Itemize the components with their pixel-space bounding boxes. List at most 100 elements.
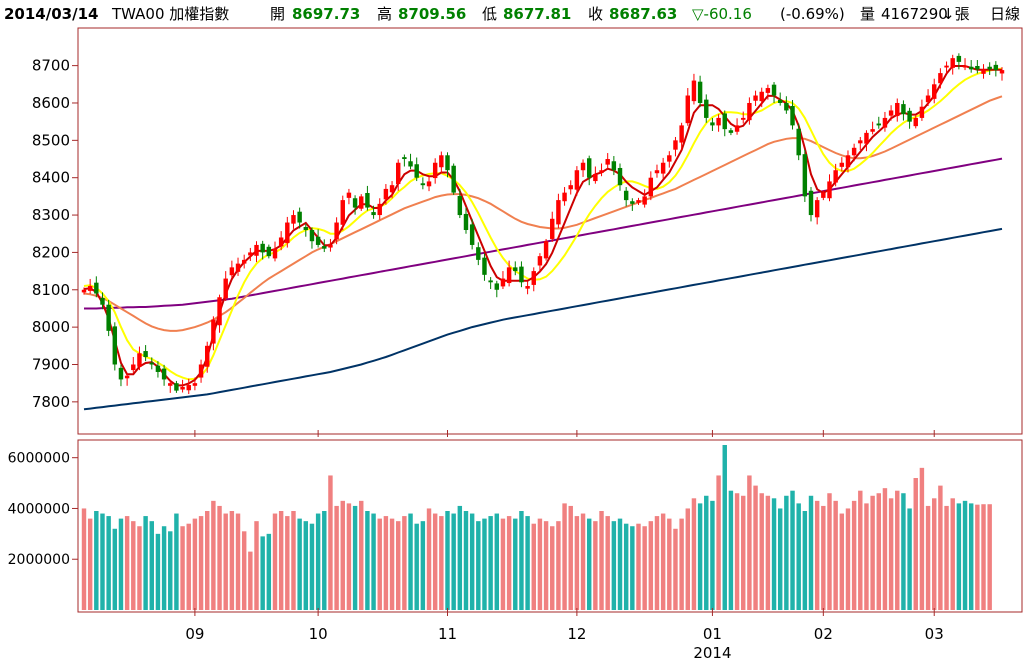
candle-body: [580, 162, 586, 171]
candle-body: [531, 271, 536, 285]
volume-bar: [377, 518, 382, 610]
year-label: 2014: [693, 644, 731, 662]
volume-bar: [962, 500, 968, 610]
month-label: 09: [185, 625, 204, 643]
volume-bar: [821, 505, 826, 610]
candle-body: [765, 88, 771, 93]
volume-bar: [371, 513, 376, 610]
candle-body: [463, 213, 469, 230]
volume-bar: [728, 490, 734, 610]
candle-body: [845, 155, 851, 168]
candle-body: [999, 70, 1005, 74]
candle-body: [322, 246, 327, 249]
candle-body: [944, 65, 949, 68]
volume-tick-label: 4000000: [8, 501, 70, 517]
candle-body: [556, 200, 561, 225]
candle-body: [352, 198, 358, 208]
candle-body: [858, 140, 863, 144]
volume-bar: [235, 513, 241, 610]
candle-body: [340, 200, 345, 225]
candle-body: [420, 183, 426, 186]
candle-body: [747, 102, 752, 121]
candle-body: [525, 286, 530, 289]
volume-bar: [919, 467, 925, 610]
candle-body: [87, 286, 93, 291]
candle-body: [445, 155, 450, 171]
volume-bar: [710, 500, 715, 610]
candlesticks: [81, 53, 1005, 395]
candle-body: [685, 95, 691, 124]
volume-bar: [506, 516, 512, 610]
volume-label: 量: [860, 5, 876, 23]
price-tick-label: 7900: [32, 355, 70, 373]
volume-bar: [697, 503, 703, 610]
candle-body: [741, 117, 746, 120]
volume-bar: [346, 503, 352, 610]
candle-body: [968, 66, 974, 70]
candle-body: [500, 278, 506, 287]
candle-body: [229, 267, 235, 276]
period-label: 日線: [990, 5, 1021, 23]
volume-bar: [586, 518, 592, 610]
volume-bar: [956, 503, 962, 610]
candle-body: [100, 297, 105, 305]
candle-body: [248, 252, 253, 256]
volume-bar: [938, 485, 943, 610]
candle-body: [679, 125, 684, 143]
volume-bar: [260, 536, 265, 610]
volume-bar: [562, 503, 567, 610]
month-label: 11: [438, 625, 457, 643]
candle-body: [574, 170, 580, 190]
volume-bar: [876, 493, 881, 610]
candle-body: [950, 58, 955, 68]
volume-bar: [950, 498, 955, 610]
candle-body: [814, 200, 820, 218]
volume-bar: [149, 521, 154, 610]
candle-body: [395, 162, 401, 185]
volume-bar: [568, 505, 573, 610]
volume-bar: [519, 511, 524, 610]
volume-bar: [365, 511, 370, 610]
candle-body: [907, 110, 912, 122]
candle-body: [476, 247, 481, 260]
volume-bar: [81, 508, 87, 610]
candle-body: [260, 243, 265, 253]
volume-bar: [180, 526, 185, 610]
volume-bar: [704, 495, 709, 610]
candle-body: [864, 132, 869, 144]
candle-body: [112, 326, 118, 365]
price-tick-label: 8600: [32, 94, 70, 112]
volume-bar: [759, 493, 764, 610]
volume-bar: [87, 518, 93, 610]
volume-bar: [161, 526, 167, 610]
volume-bar: [765, 495, 771, 610]
candle-body: [648, 177, 654, 197]
candle-body: [993, 64, 999, 71]
volume-bar: [574, 516, 580, 610]
volume-bar: [254, 521, 259, 610]
candle-body: [439, 155, 444, 168]
candle-body: [118, 367, 124, 380]
candle-body: [654, 170, 660, 174]
month-label: 03: [925, 625, 944, 643]
volume-bar: [531, 523, 536, 610]
volume-bar: [309, 523, 315, 610]
price-tick-label: 8100: [32, 281, 70, 299]
month-label: 02: [814, 625, 833, 643]
candle-body: [408, 161, 413, 167]
volume-bar: [975, 504, 980, 610]
candle-body: [802, 154, 808, 197]
volume-bar: [734, 493, 740, 610]
candle-body: [432, 162, 438, 179]
volume-bar: [913, 478, 918, 610]
volume-bar: [845, 508, 851, 610]
volume-bar: [137, 526, 142, 610]
volume-bar: [432, 513, 438, 610]
volume-bar: [679, 518, 684, 610]
volume-bar: [605, 516, 610, 610]
candle-body: [796, 128, 801, 156]
candle-body: [149, 362, 154, 365]
volume-bar: [833, 500, 838, 610]
candle-body: [895, 102, 900, 117]
volume-bar: [131, 521, 136, 610]
